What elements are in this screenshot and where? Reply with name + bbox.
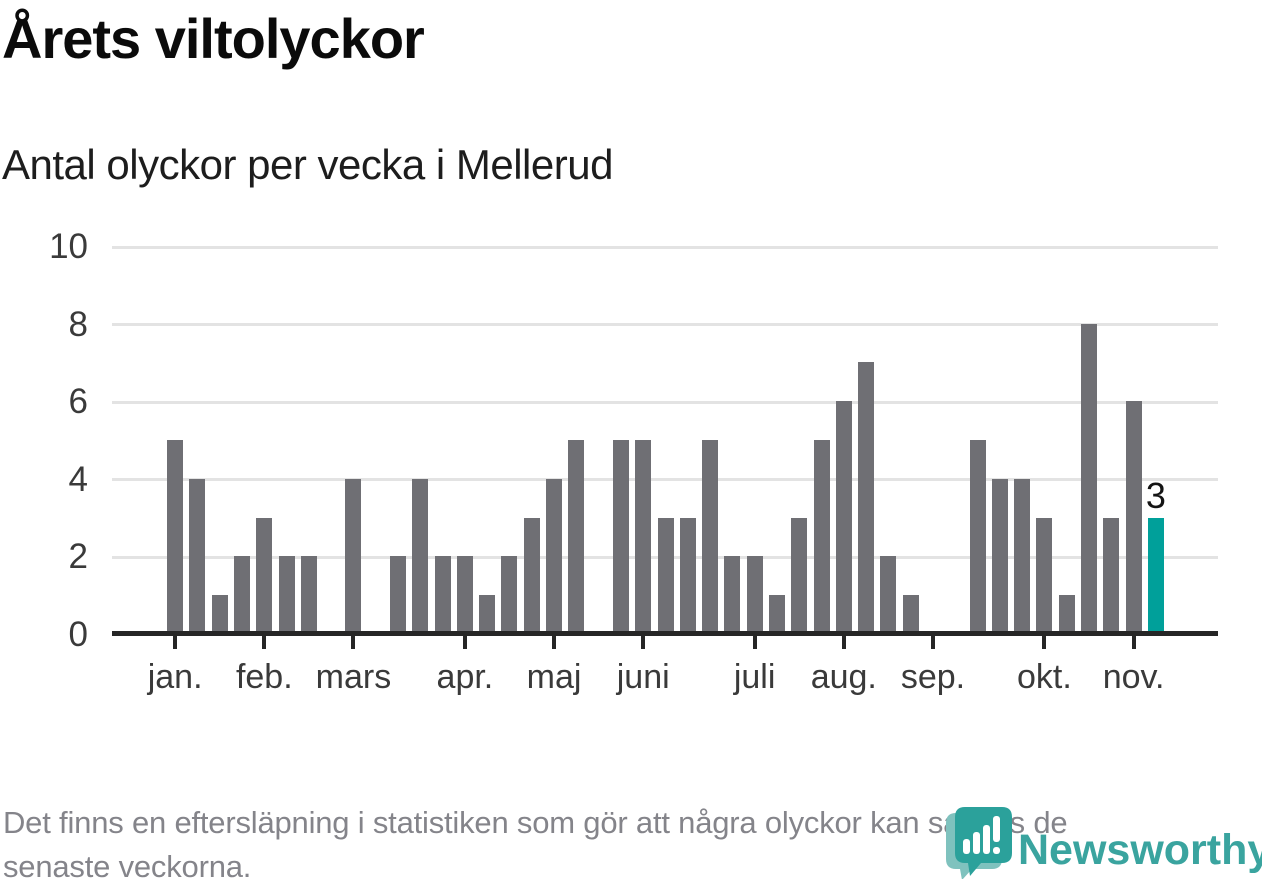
x-axis-label-mars: mars — [315, 658, 392, 696]
bar-week-42 — [1080, 323, 1097, 634]
x-axis-tick-feb — [262, 636, 267, 649]
y-axis-label-4: 4 — [68, 459, 88, 499]
x-axis-tick-aug — [841, 636, 846, 649]
bar-week-27 — [746, 556, 763, 634]
x-axis-label-apr: apr. — [436, 658, 494, 696]
x-axis-label-juni: juni — [616, 658, 670, 696]
bar-week-43 — [1103, 517, 1120, 634]
bar-week-34 — [902, 595, 919, 634]
bar-week-23 — [657, 517, 674, 634]
x-axis-tick-jan — [173, 636, 178, 649]
bar-week-2 — [189, 478, 206, 634]
bar-week-17 — [523, 517, 540, 634]
newsworthy-bubble-chart-icon — [946, 807, 1012, 879]
highlight-bar-week-45 — [1147, 517, 1164, 634]
x-axis-label-aug: aug. — [810, 658, 877, 696]
page-title: Årets viltolyckor — [2, 7, 425, 70]
bar-week-12 — [412, 478, 429, 634]
bar-week-11 — [390, 556, 407, 634]
bar-week-41 — [1058, 595, 1075, 634]
x-axis-label-feb: feb. — [235, 658, 293, 696]
y-axis-label-8: 8 — [68, 304, 88, 344]
bar-week-5 — [256, 517, 273, 634]
x-axis-tick-juli — [752, 636, 757, 649]
bar-week-22 — [635, 440, 652, 634]
bar-week-32 — [858, 362, 875, 634]
bar-week-39 — [1014, 478, 1031, 634]
bar-week-6 — [278, 556, 295, 634]
bar-week-30 — [813, 440, 830, 634]
x-axis-label-okt: okt. — [1017, 658, 1072, 696]
x-axis-label-maj: maj — [526, 658, 582, 696]
bar-week-18 — [546, 478, 563, 634]
footer-note: Det finns en eftersläpning i statistiken… — [3, 801, 1068, 879]
bar-week-28 — [768, 595, 785, 634]
x-axis-tick-maj — [552, 636, 557, 649]
x-axis-tick-okt — [1042, 636, 1047, 649]
bar-week-15 — [479, 595, 496, 634]
y-axis-label-6: 6 — [68, 382, 88, 422]
bar-week-31 — [835, 401, 852, 634]
bar-week-24 — [679, 517, 696, 634]
gridline-y-10 — [112, 245, 1218, 249]
bar-week-26 — [724, 556, 741, 634]
footer-note-line1: Det finns en eftersläpning i statistiken… — [3, 805, 1068, 840]
x-axis-tick-juni — [641, 636, 646, 649]
bar-week-25 — [702, 440, 719, 634]
gridline-y-6 — [112, 400, 1218, 404]
newsworthy-logo: Newsworthy — [944, 803, 1262, 879]
x-axis-label-nov: nov. — [1102, 658, 1165, 696]
x-axis-line — [112, 631, 1218, 636]
x-axis-label-sep: sep. — [900, 658, 966, 696]
chart-subtitle: Antal olyckor per vecka i Mellerud — [2, 141, 613, 188]
highlight-value-label: 3 — [1145, 474, 1166, 516]
bar-week-7 — [300, 556, 317, 634]
bar-week-13 — [434, 556, 451, 634]
x-axis-tick-apr — [462, 636, 467, 649]
bar-week-44 — [1125, 401, 1142, 634]
bar-week-9 — [345, 478, 362, 634]
x-axis-tick-nov — [1131, 636, 1136, 649]
x-axis-label-jan: jan. — [147, 658, 203, 696]
gridline-y-8 — [112, 323, 1218, 327]
bar-week-16 — [501, 556, 518, 634]
bar-week-19 — [568, 440, 585, 634]
bar-week-38 — [991, 478, 1008, 634]
gridline-y-4 — [112, 478, 1218, 482]
bar-week-3 — [211, 595, 228, 634]
footer-note-line2: senaste veckorna. — [3, 849, 252, 879]
bar-week-4 — [234, 556, 250, 634]
bar-week-40 — [1036, 517, 1053, 634]
x-axis-tick-mars — [351, 636, 356, 649]
x-axis-tick-sep — [930, 636, 935, 649]
bar-week-33 — [880, 556, 897, 634]
bar-week-14 — [456, 556, 473, 634]
bar-week-37 — [969, 440, 986, 634]
bar-week-21 — [612, 440, 629, 634]
y-axis-label-0: 0 — [68, 615, 88, 654]
bar-week-1 — [167, 440, 184, 634]
y-axis-label-10: 10 — [49, 227, 88, 266]
x-axis-label-juli: juli — [733, 658, 776, 696]
newsworthy-wordmark: Newsworthy — [1018, 826, 1262, 874]
bar-week-29 — [791, 517, 808, 634]
y-axis-label-2: 2 — [68, 537, 88, 577]
